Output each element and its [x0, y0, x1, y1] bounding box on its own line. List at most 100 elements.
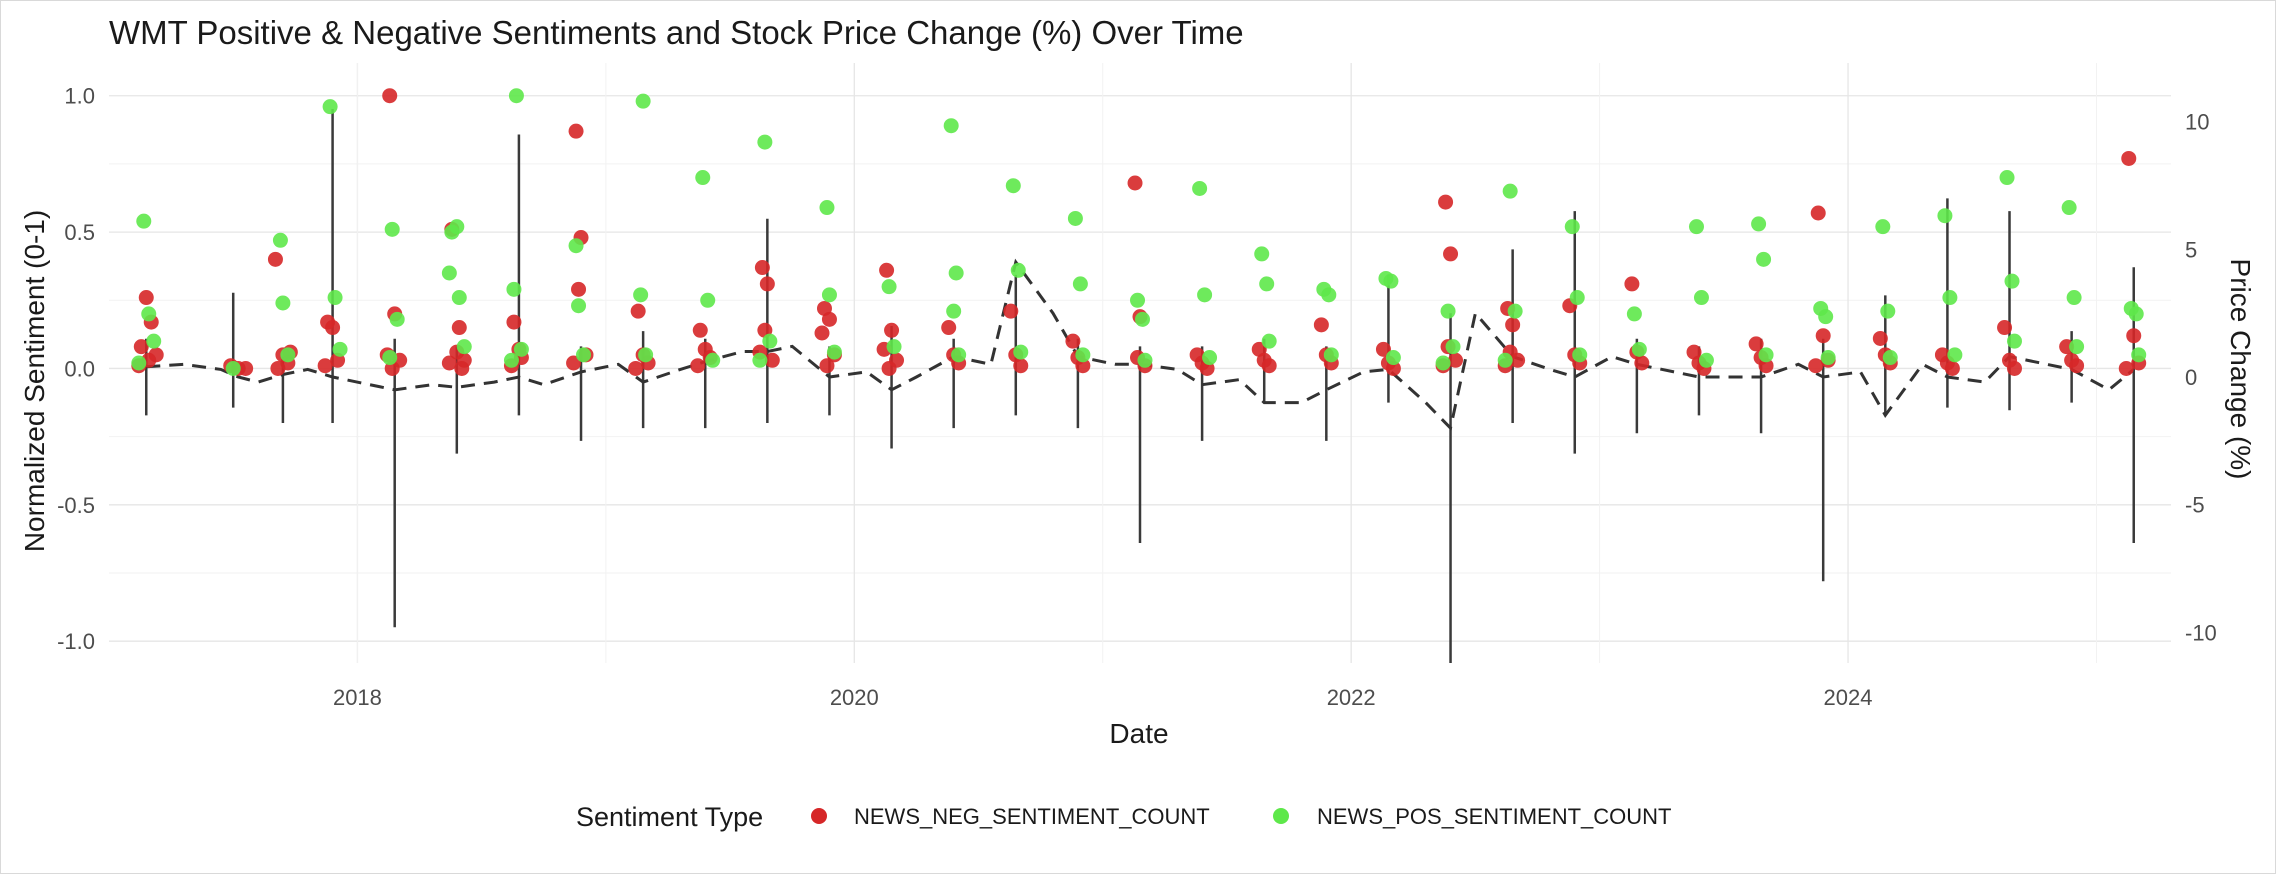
- x-axis-title: Date: [1109, 718, 1168, 749]
- neg-sentiment-point: [1448, 352, 1464, 368]
- y2-axis-ticks: -10 -5 0 5 10: [2185, 110, 2217, 646]
- pos-sentiment-point: [638, 347, 654, 363]
- pos-sentiment-point: [332, 341, 348, 357]
- pos-sentiment-point: [1937, 208, 1953, 224]
- pos-sentiment-point: [136, 213, 152, 229]
- pos-sentiment-point: [1698, 352, 1714, 368]
- legend-title: Sentiment Type: [576, 802, 763, 832]
- pos-sentiment-point: [2006, 333, 2022, 349]
- pos-sentiment-point: [1013, 344, 1029, 360]
- pos-sentiment-point: [757, 134, 773, 150]
- neg-sentiment-point: [2121, 150, 2137, 166]
- pos-sentiment-point: [1134, 311, 1150, 327]
- pos-sentiment-point: [506, 281, 522, 297]
- pos-sentiment-point: [576, 347, 592, 363]
- pos-sentiment-point: [1435, 355, 1451, 371]
- neg-sentiment-point: [1944, 360, 1960, 376]
- legend: Sentiment Type NEWS_NEG_SENTIMENT_COUNT …: [576, 802, 1672, 832]
- neg-sentiment-point: [630, 303, 646, 319]
- x-tick-label: 2024: [1824, 685, 1873, 710]
- neg-sentiment-point: [325, 320, 341, 336]
- pos-sentiment-point: [695, 170, 711, 186]
- pos-sentiment-point: [752, 352, 768, 368]
- pos-sentiment-point: [1192, 180, 1208, 196]
- pos-sentiment-point: [1261, 333, 1277, 349]
- pos-sentiment-point: [1130, 292, 1146, 308]
- pos-sentiment-point: [1758, 347, 1774, 363]
- neg-sentiment-point: [759, 276, 775, 292]
- pos-sentiment-point: [322, 99, 338, 115]
- pos-sentiment-point: [700, 292, 716, 308]
- pos-sentiment-point: [449, 219, 465, 235]
- neg-sentiment-point: [2006, 360, 2022, 376]
- pos-sentiment-point: [451, 290, 467, 306]
- pos-sentiment-point: [1383, 273, 1399, 289]
- pos-sentiment-point: [131, 355, 147, 371]
- neg-sentiment-point: [382, 88, 398, 104]
- neg-sentiment-point: [506, 314, 522, 330]
- y-tick-label: 1.0: [64, 84, 95, 109]
- neg-sentiment-point: [1634, 355, 1650, 371]
- pos-sentiment-point: [1197, 287, 1213, 303]
- neg-sentiment-point: [2069, 358, 2085, 374]
- pos-sentiment-point: [441, 265, 457, 281]
- pos-sentiment-point: [1756, 251, 1772, 267]
- price-change-line: [146, 258, 2135, 432]
- pos-sentiment-point: [280, 347, 296, 363]
- neg-sentiment-point: [1261, 358, 1277, 374]
- neg-sentiment-point: [1872, 330, 1888, 346]
- pos-sentiment-point: [826, 344, 842, 360]
- pos-sentiment-point: [571, 298, 587, 314]
- neg-sentiment-point: [451, 320, 467, 336]
- neg-sentiment-point: [754, 260, 770, 276]
- pos-sentiment-point: [881, 279, 897, 295]
- neg-sentiment-point: [1997, 320, 2013, 336]
- pos-sentiment-point: [384, 221, 400, 237]
- pos-sentiment-point: [225, 360, 241, 376]
- pos-sentiment-point: [821, 287, 837, 303]
- neg-sentiment-point: [441, 355, 457, 371]
- pos-sentiment-point: [2128, 306, 2144, 322]
- legend-label-neg: NEWS_NEG_SENTIMENT_COUNT: [854, 804, 1210, 829]
- neg-sentiment-point: [1065, 333, 1081, 349]
- y-tick-label: -0.5: [57, 493, 95, 518]
- pos-sentiment-point: [1202, 350, 1218, 366]
- neg-sentiment-point: [148, 347, 164, 363]
- pos-sentiment-point: [2066, 290, 2082, 306]
- legend-swatch-neg: [811, 808, 827, 824]
- pos-sentiment-point: [1751, 216, 1767, 232]
- neg-sentiment-point: [1127, 175, 1143, 191]
- pos-sentiment-point: [141, 306, 157, 322]
- y2-axis-title: Price Change (%): [2225, 259, 2256, 480]
- pos-sentiment-point: [382, 350, 398, 366]
- pos-sentiment-point: [1820, 350, 1836, 366]
- neg-sentiment-point: [1443, 246, 1459, 262]
- y-tick-label: 0.5: [64, 220, 95, 245]
- y-axis-title: Normalized Sentiment (0-1): [19, 210, 50, 552]
- legend-swatch-pos: [1273, 808, 1289, 824]
- pos-sentiment-point: [1564, 219, 1580, 235]
- x-tick-label: 2018: [333, 685, 382, 710]
- pos-sentiment-point: [508, 88, 524, 104]
- pos-sentiment-point: [1626, 306, 1642, 322]
- x-axis-ticks: 2018 2020 2022 2024: [333, 685, 1873, 710]
- pos-sentiment-point: [1631, 341, 1647, 357]
- pos-sentiment-point: [1497, 352, 1513, 368]
- neg-sentiment-point: [764, 352, 780, 368]
- neg-sentiment-point: [138, 290, 154, 306]
- pos-sentiment-point: [1254, 246, 1270, 262]
- pos-sentiment-point: [886, 339, 902, 355]
- neg-sentiment-point: [454, 360, 470, 376]
- pos-sentiment-point: [1693, 290, 1709, 306]
- neg-sentiment-point: [133, 339, 149, 355]
- neg-sentiment-point: [1075, 358, 1091, 374]
- neg-sentiment-point: [2126, 328, 2142, 344]
- pos-sentiment-point: [275, 295, 291, 311]
- pos-sentiment-point: [513, 341, 529, 357]
- neg-sentiment-point: [1510, 352, 1526, 368]
- pos-sentiment-point: [1259, 276, 1275, 292]
- pos-sentiment-point: [2004, 273, 2020, 289]
- pos-sentiment-point: [456, 339, 472, 355]
- neg-sentiment-point: [879, 262, 895, 278]
